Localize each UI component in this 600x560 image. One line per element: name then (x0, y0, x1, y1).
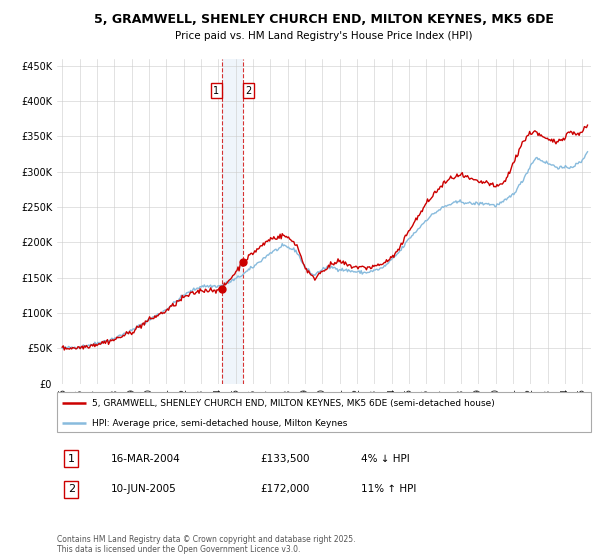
Text: 2: 2 (68, 484, 75, 494)
FancyBboxPatch shape (57, 392, 591, 432)
Text: £133,500: £133,500 (260, 454, 310, 464)
Text: 16-MAR-2004: 16-MAR-2004 (110, 454, 180, 464)
Text: Price paid vs. HM Land Registry's House Price Index (HPI): Price paid vs. HM Land Registry's House … (175, 31, 473, 41)
Text: 5, GRAMWELL, SHENLEY CHURCH END, MILTON KEYNES, MK5 6DE (semi-detached house): 5, GRAMWELL, SHENLEY CHURCH END, MILTON … (92, 399, 494, 408)
Text: 5, GRAMWELL, SHENLEY CHURCH END, MILTON KEYNES, MK5 6DE: 5, GRAMWELL, SHENLEY CHURCH END, MILTON … (94, 13, 554, 26)
Text: 4% ↓ HPI: 4% ↓ HPI (361, 454, 410, 464)
Text: HPI: Average price, semi-detached house, Milton Keynes: HPI: Average price, semi-detached house,… (92, 419, 347, 428)
Text: 1: 1 (213, 86, 220, 96)
Text: 11% ↑ HPI: 11% ↑ HPI (361, 484, 417, 494)
Text: 2: 2 (245, 86, 252, 96)
Text: 1: 1 (68, 454, 74, 464)
Text: £172,000: £172,000 (260, 484, 309, 494)
Text: Contains HM Land Registry data © Crown copyright and database right 2025.
This d: Contains HM Land Registry data © Crown c… (57, 535, 355, 554)
Text: 10-JUN-2005: 10-JUN-2005 (110, 484, 176, 494)
Bar (222, 59, 243, 384)
